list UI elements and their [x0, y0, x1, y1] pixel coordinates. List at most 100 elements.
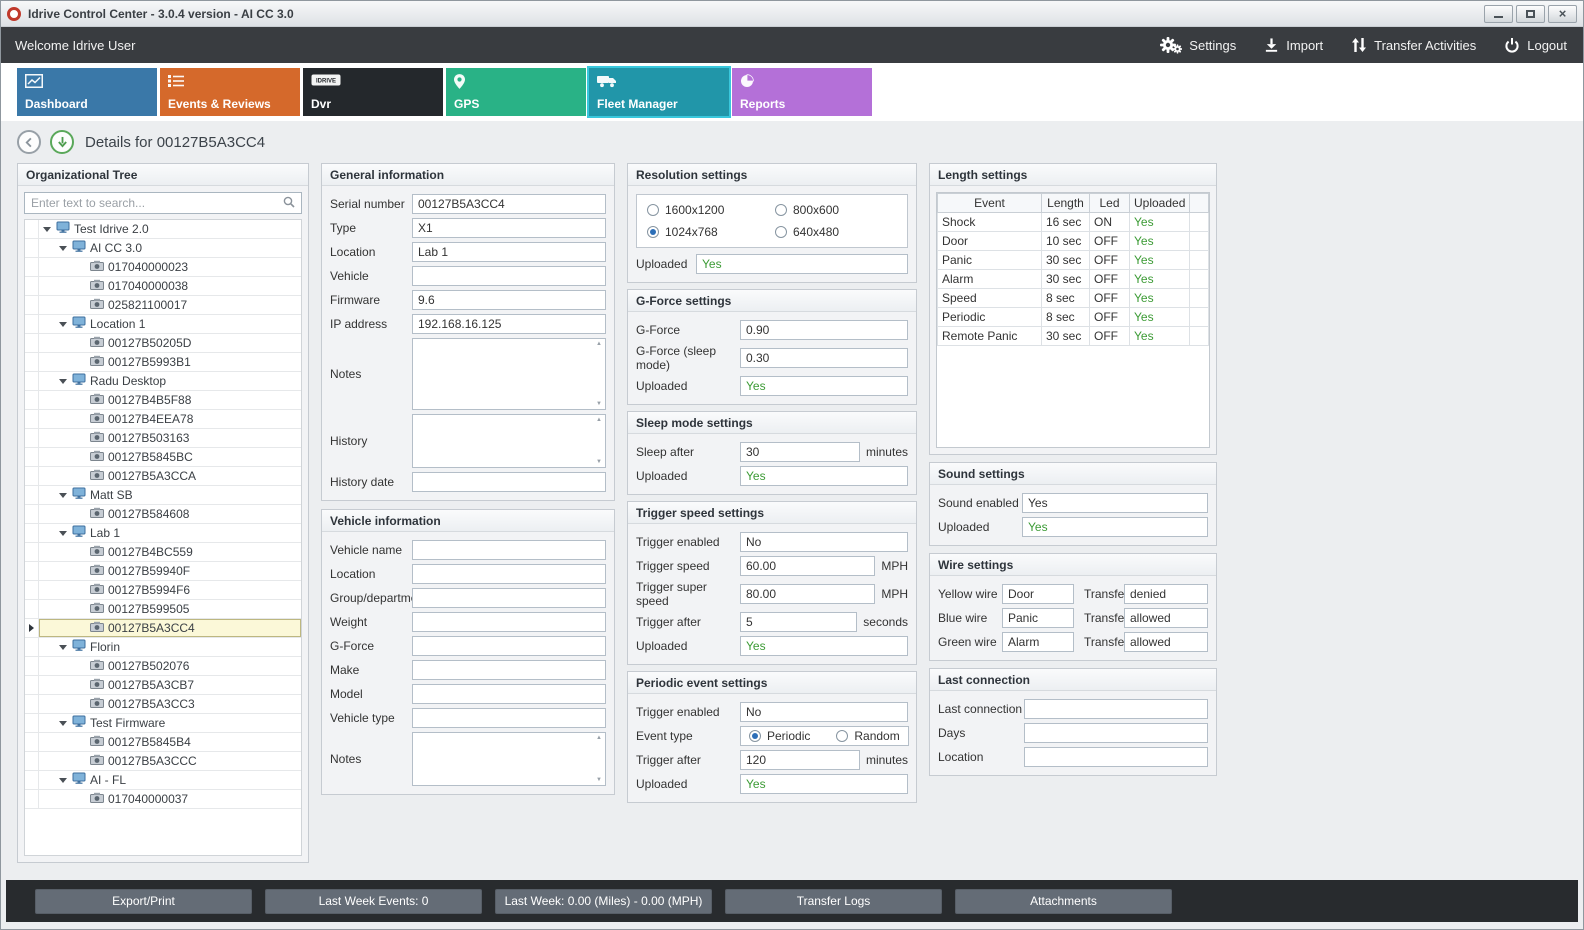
table-row[interactable]: Door 10 sec OFF Yes	[937, 231, 1209, 251]
field-input[interactable]	[1024, 747, 1208, 767]
field-input[interactable]	[412, 612, 606, 632]
field-input[interactable]: Yes	[1022, 493, 1208, 513]
expander-icon[interactable]	[59, 378, 67, 384]
radio-option[interactable]: Periodic	[749, 729, 810, 743]
wire-transfer-input[interactable]: allowed	[1124, 608, 1208, 628]
wire-event-input[interactable]: Door	[1002, 584, 1074, 604]
radio-option[interactable]: 1600x1200	[647, 203, 769, 217]
table-row[interactable]: Periodic 8 sec OFF Yes	[937, 307, 1209, 327]
tree-node[interactable]: 00127B599505	[25, 600, 301, 619]
field-input[interactable]: 30	[740, 442, 860, 462]
import-button[interactable]: Import	[1264, 37, 1323, 53]
field-input[interactable]: 9.6	[412, 290, 606, 310]
tree-node[interactable]: 00127B4B5F88	[25, 391, 301, 410]
table-row[interactable]: Speed 8 sec OFF Yes	[937, 288, 1209, 308]
settings-button[interactable]: Settings	[1160, 36, 1236, 54]
minimize-button[interactable]	[1484, 4, 1513, 23]
tree-node[interactable]: 017040000038	[25, 277, 301, 296]
transfer-activities-button[interactable]: Transfer Activities	[1351, 37, 1476, 53]
field-input[interactable]: 5	[740, 612, 858, 632]
table-row[interactable]: Alarm 30 sec OFF Yes	[937, 269, 1209, 289]
tree-node[interactable]: 00127B5A3CC4	[25, 619, 301, 638]
last-week-events-button[interactable]: Last Week Events: 0	[265, 888, 482, 914]
tab-gps[interactable]: GPS	[446, 68, 586, 116]
tree-node[interactable]: 00127B5A3CCA	[25, 467, 301, 486]
back-button[interactable]	[17, 130, 41, 154]
field-input[interactable]: Yes	[740, 636, 908, 656]
radio-option[interactable]: 800x600	[775, 203, 897, 217]
tree-node[interactable]: Florin	[25, 638, 301, 657]
export-print-button[interactable]: Export/Print	[35, 888, 252, 914]
tree-node[interactable]: 017040000023	[25, 258, 301, 277]
logout-button[interactable]: Logout	[1504, 37, 1567, 53]
field-input[interactable]	[412, 472, 606, 492]
field-input[interactable]: Yes	[740, 376, 908, 396]
field-input[interactable]	[412, 266, 606, 286]
tab-dashboard[interactable]: Dashboard	[17, 68, 157, 116]
tree-node[interactable]: 00127B50205D	[25, 334, 301, 353]
field-input[interactable]	[412, 660, 606, 680]
expander-icon[interactable]	[59, 530, 67, 536]
wire-event-input[interactable]: Alarm	[1002, 632, 1074, 652]
trigger-enabled-input[interactable]: No	[740, 702, 908, 722]
field-input[interactable]: 60.00	[740, 556, 876, 576]
tree-node[interactable]: 00127B59940F	[25, 562, 301, 581]
field-input[interactable]: 120	[740, 750, 860, 770]
field-input[interactable]: 00127B5A3CC4	[412, 194, 606, 214]
tree-node[interactable]: AI - FL	[25, 771, 301, 790]
radio-option[interactable]: 1024x768	[647, 225, 769, 239]
table-row[interactable]: Shock 16 sec ON Yes	[937, 212, 1209, 232]
tree-search-box[interactable]	[24, 192, 302, 214]
field-input[interactable]: 80.00	[740, 584, 876, 604]
expander-icon[interactable]	[59, 644, 67, 650]
column-header-event[interactable]: Event	[937, 193, 1042, 213]
tree-node[interactable]: 00127B502076	[25, 657, 301, 676]
field-input[interactable]	[1024, 699, 1208, 719]
expander-icon[interactable]	[43, 226, 51, 232]
field-input[interactable]: 0.30	[740, 348, 908, 368]
field-input[interactable]	[412, 338, 606, 410]
field-input[interactable]: 192.168.16.125	[412, 314, 606, 334]
tree-node[interactable]: Matt SB	[25, 486, 301, 505]
field-input[interactable]: 0.90	[740, 320, 908, 340]
tree-node[interactable]: Lab 1	[25, 524, 301, 543]
field-input[interactable]	[412, 732, 606, 786]
field-input[interactable]: Yes	[740, 774, 908, 794]
field-input[interactable]: X1	[412, 218, 606, 238]
tree-node[interactable]: Location 1	[25, 315, 301, 334]
field-input[interactable]	[412, 414, 606, 468]
table-row[interactable]: Remote Panic 30 sec OFF Yes	[937, 326, 1209, 346]
field-input[interactable]	[412, 588, 606, 608]
field-input[interactable]	[412, 636, 606, 656]
tree-node[interactable]: AI CC 3.0	[25, 239, 301, 258]
tree-node[interactable]: 025821100017	[25, 296, 301, 315]
tab-fleet-manager[interactable]: Fleet Manager	[587, 66, 731, 118]
expander-icon[interactable]	[59, 245, 67, 251]
wire-transfer-input[interactable]: denied	[1124, 584, 1208, 604]
tab-dvr[interactable]: IDRIVE Dvr	[303, 68, 443, 116]
tree-node[interactable]: 00127B5845B4	[25, 733, 301, 752]
field-input[interactable]	[1024, 723, 1208, 743]
expand-down-button[interactable]	[50, 130, 74, 154]
tree-node[interactable]: 00127B5994F6	[25, 581, 301, 600]
tab-events-reviews[interactable]: Events & Reviews	[160, 68, 300, 116]
field-input[interactable]: No	[740, 532, 908, 552]
column-header-led[interactable]: Led	[1089, 193, 1130, 213]
field-input[interactable]: Yes	[740, 466, 908, 486]
search-input[interactable]	[31, 196, 283, 210]
last-week-miles-button[interactable]: Last Week: 0.00 (Miles) - 0.00 (MPH)	[495, 888, 712, 914]
field-input[interactable]: Yes	[1022, 517, 1208, 537]
tab-reports[interactable]: Reports	[732, 68, 872, 116]
wire-event-input[interactable]: Panic	[1002, 608, 1074, 628]
field-input[interactable]	[412, 708, 606, 728]
field-input[interactable]: Lab 1	[412, 242, 606, 262]
tree-node[interactable]: 017040000037	[25, 790, 301, 809]
radio-option[interactable]: Random	[836, 729, 900, 743]
tree-node[interactable]: 00127B5A3CCC	[25, 752, 301, 771]
field-input[interactable]	[412, 684, 606, 704]
transfer-logs-button[interactable]: Transfer Logs	[725, 888, 942, 914]
field-input[interactable]	[412, 540, 606, 560]
column-header-uploaded[interactable]: Uploaded	[1128, 193, 1191, 213]
expander-icon[interactable]	[59, 321, 67, 327]
tree-node[interactable]: 00127B584608	[25, 505, 301, 524]
